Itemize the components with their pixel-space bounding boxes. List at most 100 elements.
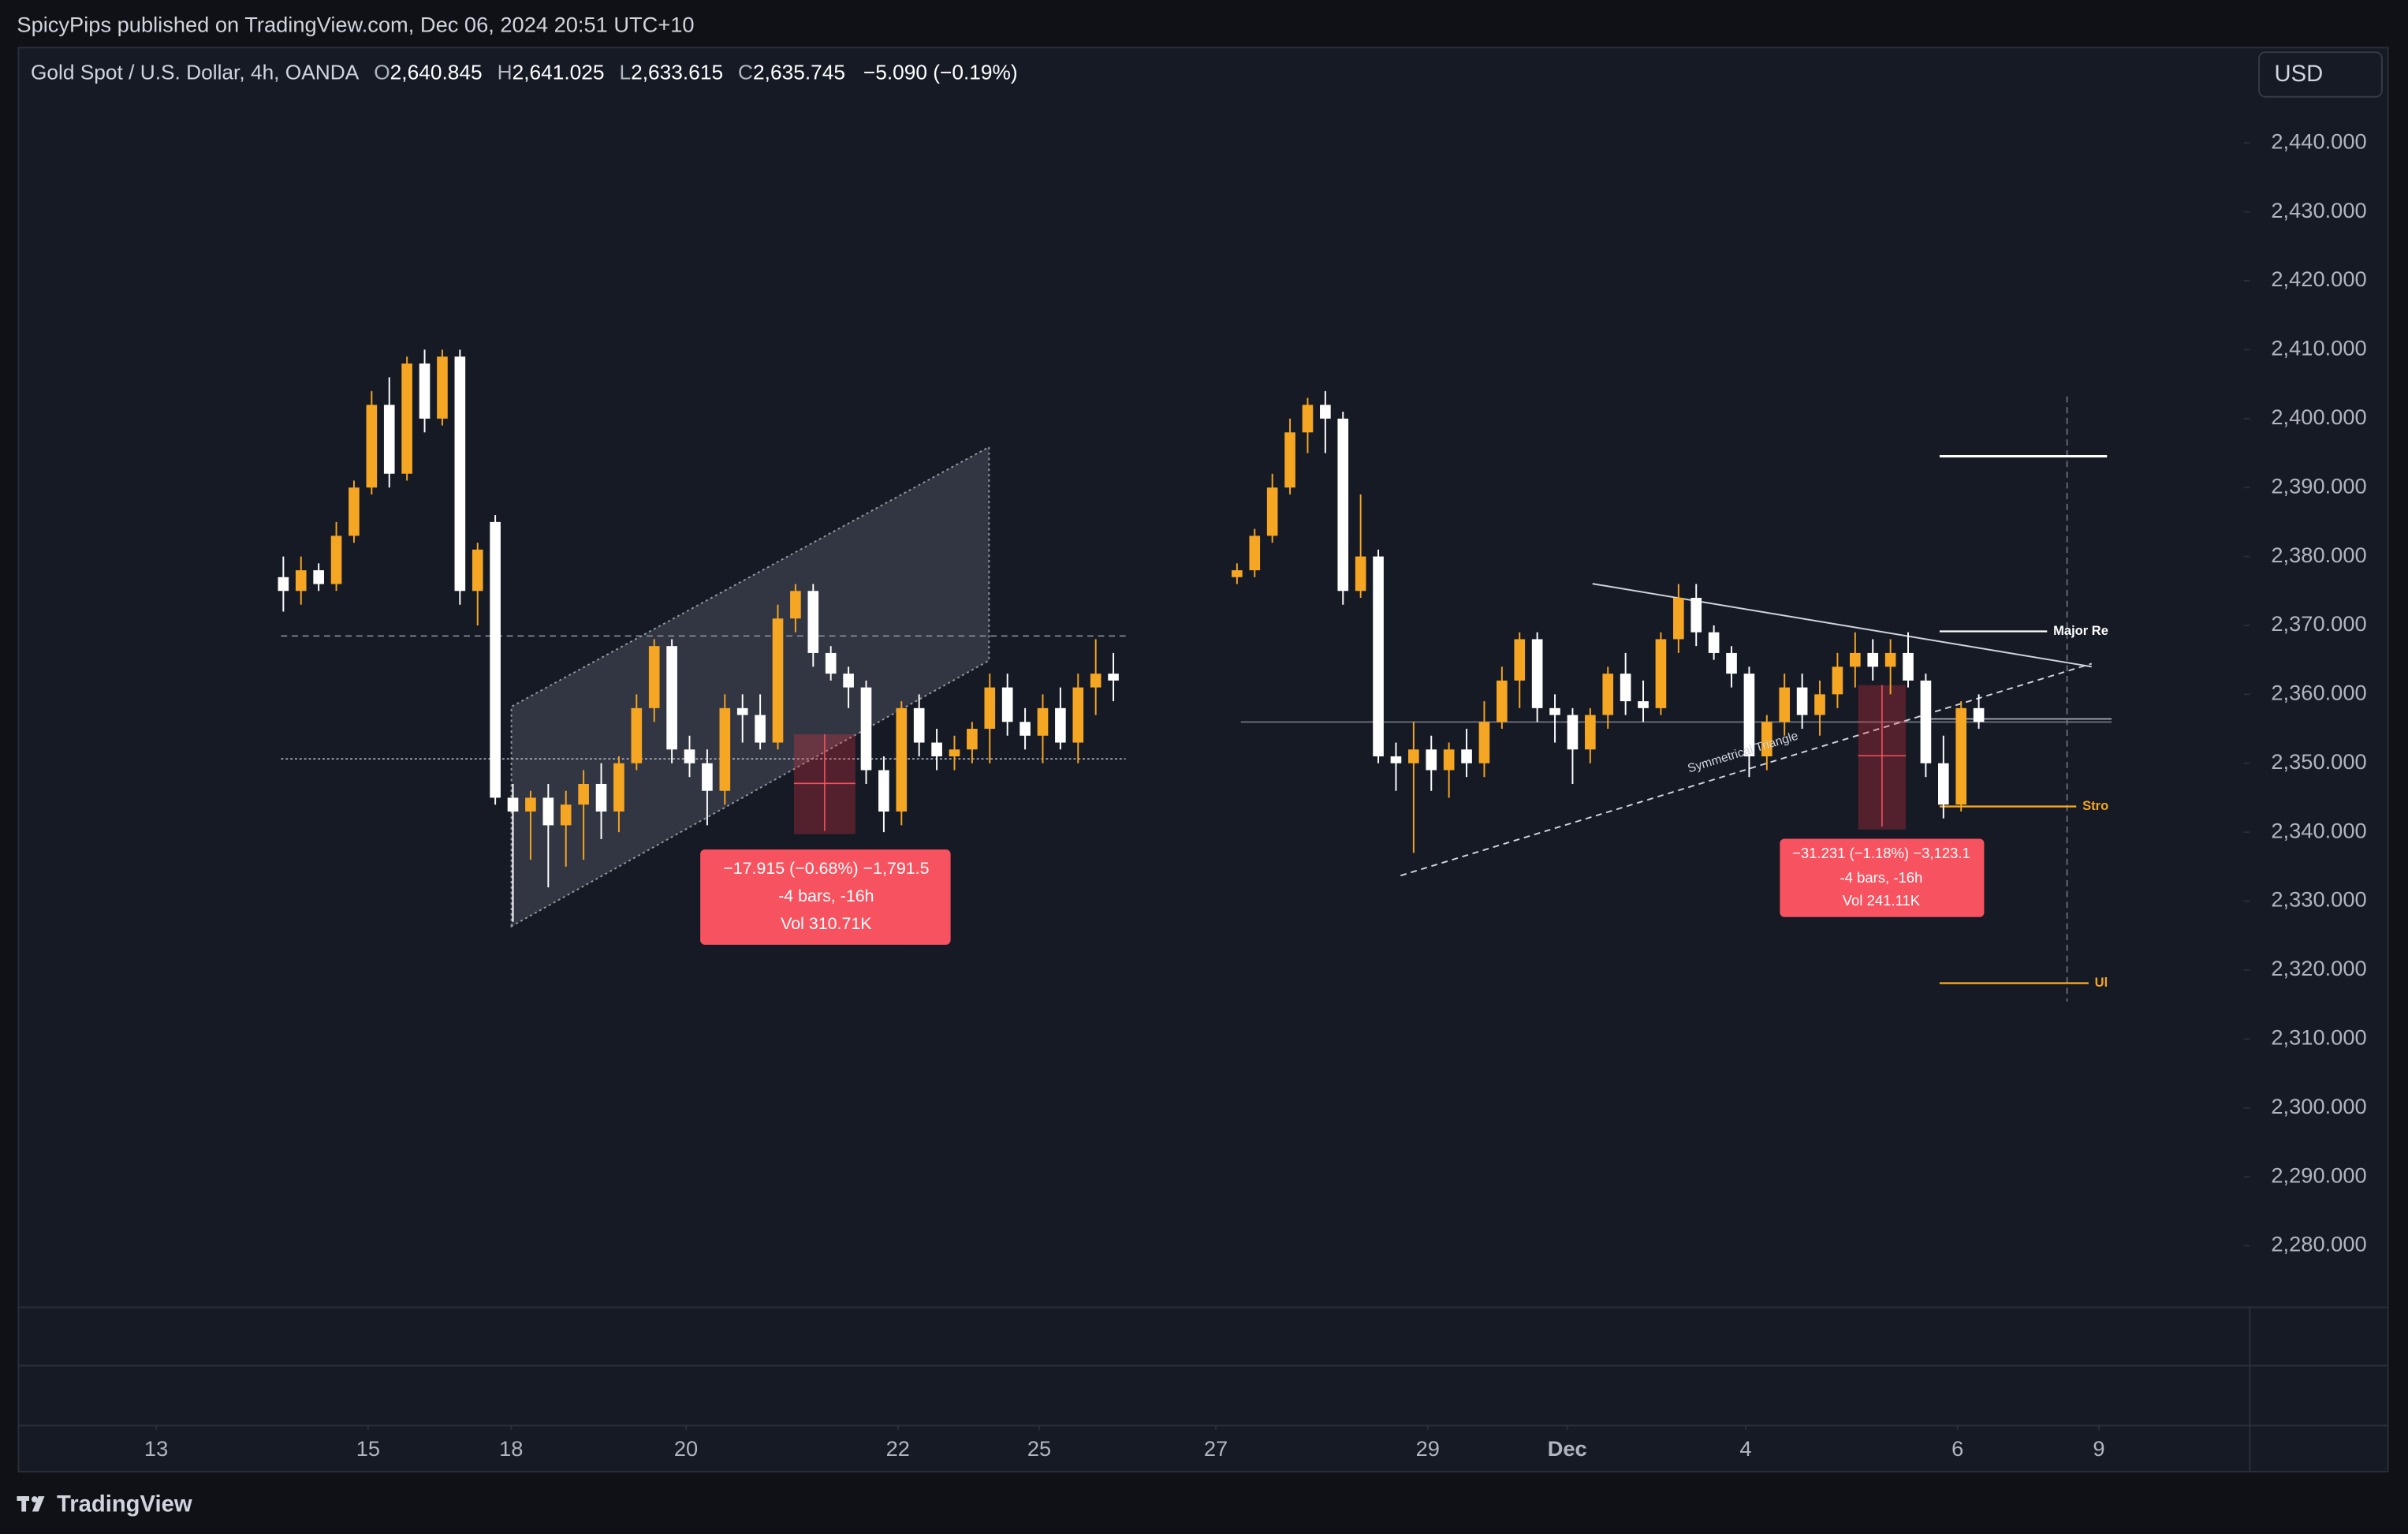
candle-body bbox=[560, 804, 572, 826]
candle-body bbox=[1514, 639, 1526, 681]
symbol-legend: Gold Spot / U.S. Dollar, 4h, OANDA O2,64… bbox=[31, 60, 1018, 84]
y-tick-label: 2,310.000 bbox=[2271, 1025, 2366, 1050]
candle-body bbox=[437, 356, 448, 419]
candle-body bbox=[349, 487, 360, 536]
candle-body bbox=[702, 763, 713, 791]
candle-body bbox=[1814, 694, 1825, 715]
candle-body bbox=[454, 356, 466, 592]
level-label: Major Re bbox=[2053, 623, 2108, 638]
measure-label: −17.915 (−0.68%) −1,791.5 bbox=[723, 859, 929, 878]
candle-body bbox=[684, 749, 695, 763]
publisher-line: SpicyPips published on TradingView.com, … bbox=[17, 12, 694, 36]
x-tick-label: 4 bbox=[1739, 1436, 1751, 1461]
plot: 2,440.000 2,430.000 2,420.000 2,410.000 2,40… bbox=[144, 129, 2367, 1460]
symbol-title: Gold Spot / U.S. Dollar, 4h, OANDA bbox=[31, 60, 360, 84]
candle-body bbox=[1832, 666, 1843, 695]
candle-body bbox=[1673, 598, 1684, 640]
measure-label: Vol 241.11K bbox=[1843, 892, 1921, 909]
level-label: Ul bbox=[2095, 975, 2108, 990]
candle-body bbox=[1461, 749, 1472, 763]
candle-body bbox=[1850, 652, 1861, 667]
candle-body bbox=[1867, 652, 1879, 667]
legend-key: H bbox=[498, 60, 513, 84]
candle-body bbox=[755, 715, 766, 743]
y-tick-label: 2,320.000 bbox=[2271, 956, 2366, 980]
candle-body bbox=[984, 687, 996, 730]
candle-body bbox=[967, 729, 978, 750]
candle-body bbox=[1497, 680, 1508, 722]
candle-body bbox=[1690, 598, 1702, 633]
x-tick-label: 25 bbox=[1027, 1436, 1051, 1461]
x-tick-label: 29 bbox=[1416, 1436, 1440, 1461]
candle-body bbox=[490, 521, 501, 798]
candle-body bbox=[1426, 749, 1437, 771]
candle-body bbox=[295, 570, 307, 592]
candle-body bbox=[1973, 707, 1985, 722]
candle-body bbox=[1726, 652, 1737, 674]
candle-body bbox=[1478, 722, 1490, 763]
candle-body bbox=[736, 707, 748, 715]
candle-body bbox=[931, 742, 942, 757]
candle-body bbox=[843, 674, 854, 688]
candle-body bbox=[525, 797, 536, 812]
currency-button-frame[interactable] bbox=[2258, 51, 2383, 98]
candle-body bbox=[913, 707, 925, 743]
candle-body bbox=[1920, 680, 1932, 763]
y-tick-label: 2,280.000 bbox=[2271, 1232, 2366, 1256]
legend-value: 2,633.615 bbox=[631, 60, 723, 84]
currency-button[interactable]: USD bbox=[2258, 51, 2383, 98]
legend-key: O bbox=[374, 60, 390, 84]
candle-body bbox=[1743, 674, 1755, 757]
legend-change: −5.090 (−0.19%) bbox=[863, 60, 1018, 84]
candle-body bbox=[1019, 722, 1031, 736]
candle-body bbox=[472, 549, 483, 592]
y-tick-label: 2,290.000 bbox=[2271, 1163, 2366, 1187]
candle-body bbox=[1602, 674, 1614, 715]
y-tick-label: 2,430.000 bbox=[2271, 198, 2366, 222]
candle-body bbox=[1443, 749, 1455, 771]
legend-value: 2,640.845 bbox=[390, 60, 483, 84]
chart-panel bbox=[17, 47, 2389, 1472]
candles bbox=[278, 349, 1985, 922]
currency-label[interactable]: USD bbox=[2275, 62, 2324, 87]
x-tick-label: 15 bbox=[356, 1436, 380, 1461]
candle-body bbox=[595, 783, 607, 812]
candle-body bbox=[1796, 687, 1808, 715]
level-label: Stro bbox=[2082, 798, 2108, 813]
x-tick-label: 13 bbox=[144, 1436, 168, 1461]
legend-value: 2,641.025 bbox=[513, 60, 605, 84]
candle-body bbox=[719, 707, 731, 791]
candle-body bbox=[1938, 763, 1949, 805]
candle-body bbox=[1779, 687, 1791, 722]
x-tick-label: 6 bbox=[1951, 1436, 1963, 1461]
y-tick-label: 2,330.000 bbox=[2271, 887, 2366, 912]
candle-body bbox=[330, 536, 342, 584]
candle-body bbox=[896, 707, 908, 812]
candle-body bbox=[1884, 652, 1896, 667]
candle-body bbox=[1390, 756, 1402, 763]
candle-body bbox=[1249, 536, 1261, 571]
logo-part bbox=[32, 1496, 45, 1512]
candle-body bbox=[313, 570, 324, 584]
triangle-top bbox=[1592, 583, 2092, 668]
x-tick-label: Dec bbox=[1548, 1436, 1587, 1461]
y-tick-label: 2,400.000 bbox=[2271, 405, 2366, 429]
candle-body bbox=[1320, 405, 1331, 419]
footer-brand: TradingView bbox=[57, 1491, 192, 1517]
candle-body bbox=[1955, 707, 1967, 805]
candle-body bbox=[860, 687, 872, 771]
candle-body bbox=[1655, 639, 1667, 708]
legend-key: C bbox=[738, 60, 753, 84]
candle-body bbox=[1266, 487, 1278, 536]
x-tick-label: 18 bbox=[499, 1436, 523, 1461]
y-tick-label: 2,390.000 bbox=[2271, 473, 2366, 498]
measure-label: Vol 310.71K bbox=[781, 914, 872, 933]
candle-body bbox=[542, 797, 554, 826]
candle-body bbox=[1001, 687, 1013, 722]
drawings bbox=[281, 396, 2112, 1002]
candle-body bbox=[1531, 639, 1543, 708]
candle-body bbox=[1585, 715, 1596, 750]
y-tick-label: 2,360.000 bbox=[2271, 681, 2366, 705]
candle-body bbox=[949, 749, 960, 757]
